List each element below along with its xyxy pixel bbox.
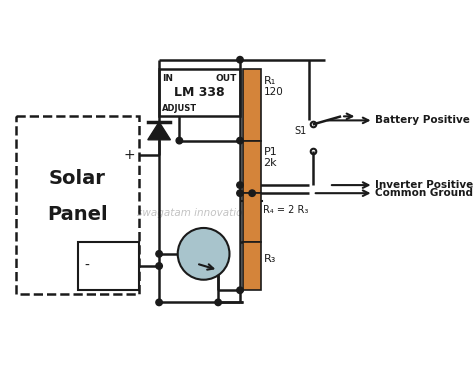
Text: R₄ = 2 R₃: R₄ = 2 R₃	[264, 205, 309, 215]
Circle shape	[237, 287, 243, 293]
Text: Solar: Solar	[49, 169, 106, 188]
Bar	[243, 69, 261, 141]
Circle shape	[156, 251, 163, 257]
Circle shape	[176, 137, 182, 144]
Text: R₃: R₃	[264, 254, 276, 264]
Text: 2k: 2k	[264, 158, 277, 168]
Text: Common Ground: Common Ground	[375, 188, 473, 198]
Text: Battery Positive: Battery Positive	[375, 115, 470, 125]
Text: IN: IN	[163, 74, 173, 83]
Bar	[78, 242, 139, 290]
Circle shape	[237, 190, 243, 196]
Text: -: -	[85, 259, 90, 273]
Circle shape	[156, 263, 163, 269]
Circle shape	[249, 190, 255, 196]
Circle shape	[237, 137, 243, 144]
Text: Inverter Positive: Inverter Positive	[375, 180, 474, 190]
Text: P1: P1	[264, 147, 277, 157]
Text: ADJUST: ADJUST	[163, 104, 198, 113]
Text: S1: S1	[294, 126, 306, 136]
Text: 120: 120	[264, 87, 283, 97]
Circle shape	[215, 299, 221, 306]
Bar	[243, 242, 261, 290]
Text: Panel: Panel	[47, 205, 108, 224]
Bar	[243, 141, 261, 193]
Bar	[243, 193, 261, 242]
Bar	[16, 116, 139, 294]
Text: +: +	[123, 148, 135, 162]
Bar	[159, 69, 240, 116]
Circle shape	[156, 299, 163, 306]
Text: LM 338: LM 338	[174, 86, 225, 99]
Text: swagatam innovations: swagatam innovations	[137, 209, 254, 219]
Circle shape	[237, 182, 243, 188]
Text: R₁: R₁	[264, 76, 276, 86]
Circle shape	[178, 228, 229, 280]
Circle shape	[237, 56, 243, 63]
Polygon shape	[148, 122, 171, 140]
Text: OUT: OUT	[215, 74, 237, 83]
